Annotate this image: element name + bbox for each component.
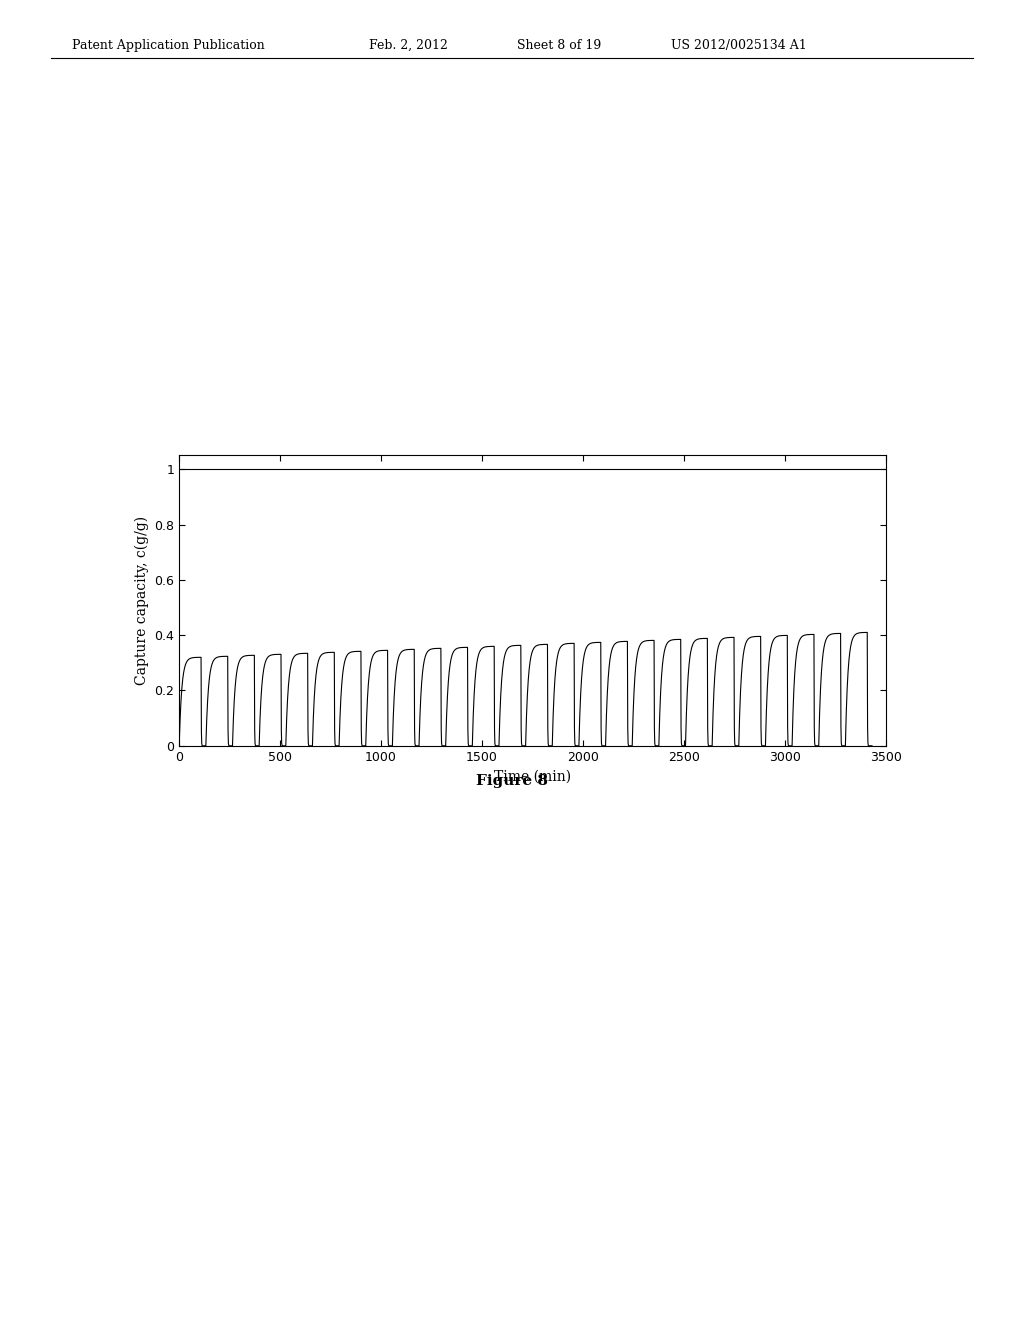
Text: Patent Application Publication: Patent Application Publication	[72, 38, 264, 51]
Text: Sheet 8 of 19: Sheet 8 of 19	[517, 38, 601, 51]
Text: Feb. 2, 2012: Feb. 2, 2012	[369, 38, 447, 51]
X-axis label: Time (min): Time (min)	[494, 770, 571, 783]
Text: US 2012/0025134 A1: US 2012/0025134 A1	[671, 38, 807, 51]
Y-axis label: Capture capacity, c(g/g): Capture capacity, c(g/g)	[134, 516, 148, 685]
Text: Figure 8: Figure 8	[476, 775, 548, 788]
